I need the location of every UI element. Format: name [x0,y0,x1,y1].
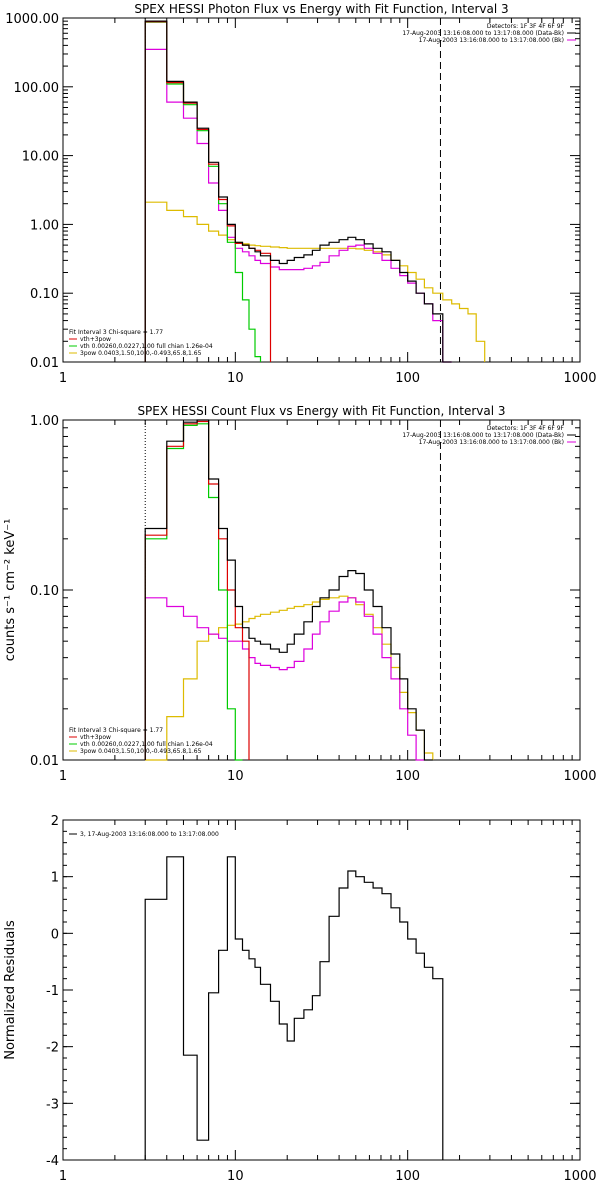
legend-entry: Fit Interval 3 Chi-square = 1.77 [69,727,163,734]
series-total [144,20,452,363]
x-tick-label: 100 [395,769,420,784]
y-tick-label: 1.00 [30,414,59,429]
legend-entry: 3pow 0.0403,1.50,10.0,-0.493,65.8,1.65 [80,748,202,755]
y-axis-label: Normalized Residuals [3,920,18,1060]
y-tick-label: 1 [51,871,59,886]
chart-title: SPEX HESSI Count Flux vs Energy with Fit… [137,404,505,418]
y-tick-label: -1 [46,984,59,999]
y-tick-label: 0.01 [30,754,59,769]
header-text: Detectors: 1F 3F 4F 6F 9F [487,23,565,30]
x-tick-label: 1000 [563,1169,596,1184]
legend-entry: 3pow 0.0403,1.50,10.0,-0.493,65.8,1.65 [80,350,202,357]
series-residuals [144,856,444,1160]
series-total [144,419,433,761]
header-text: 17-Aug-2003 13:16:08.000 to 13:17:08.000… [402,30,564,37]
y-tick-label: 1.00 [30,218,59,233]
legend-entry: vth 0.00260,0.0227,1.00 full chian 1.26e… [80,343,213,350]
y-tick-label: -4 [46,1154,59,1169]
header-text: 17-Aug-2003 13:16:08.000 to 13:17:08.000… [419,439,564,446]
header-text: 17-Aug-2003 13:16:08.000 to 13:17:08.000… [402,432,564,439]
series-3pow [145,595,434,761]
x-tick-label: 1000 [563,769,596,784]
series-vth [144,21,262,362]
y-tick-label: 100.00 [14,81,60,96]
y-tick-label: 0 [51,927,59,942]
plot-frame-1 [62,17,581,363]
legend-entry: 3, 17-Aug-2003 13:16:08.000 to 13:17:08.… [80,831,219,838]
y-axis-label: counts s⁻¹ cm⁻² keV⁻¹ [3,519,18,662]
x-tick-label: 1 [59,769,67,784]
series-background [144,597,425,761]
x-tick-label: 10 [227,769,244,784]
y-tick-label: 0.10 [30,584,59,599]
x-tick-label: 1000 [563,371,596,386]
x-tick-label: 10 [227,1169,244,1184]
x-tick-label: 1 [59,1169,67,1184]
plot-frame-2 [62,419,581,761]
y-tick-label: -3 [46,1097,59,1112]
series-vth-3pow [144,420,250,760]
header-text: 17-Aug-2003 13:16:08.000 to 13:17:08.000… [419,37,564,44]
y-tick-label: 2 [51,814,59,829]
y-tick-label: 10.00 [22,150,59,165]
plot-frame-3 [62,819,581,1161]
y-tick-label: 0.01 [30,356,59,371]
series-vth-3pow [144,21,272,362]
x-tick-label: 1 [59,371,67,386]
y-tick-label: 1000.00 [5,12,59,27]
series-vth [144,423,243,761]
chart-title: SPEX HESSI Photon Flux vs Energy with Fi… [134,2,508,16]
x-tick-label: 100 [395,371,420,386]
series-background [144,48,452,363]
legend-entry: Fit Interval 3 Chi-square = 1.77 [69,329,163,336]
series-3pow [144,201,486,362]
x-tick-label: 100 [395,1169,420,1184]
legend-entry: vth+3pow [80,336,111,343]
header-text: Detectors: 1F 3F 4F 6F 9F [487,425,565,432]
x-tick-label: 10 [227,371,244,386]
legend-entry: vth+3pow [80,734,111,741]
y-tick-label: -2 [46,1041,59,1056]
y-tick-label: 0.10 [30,287,59,302]
legend-entry: vth 0.00260,0.0227,1.00 full chian 1.26e… [80,741,213,748]
